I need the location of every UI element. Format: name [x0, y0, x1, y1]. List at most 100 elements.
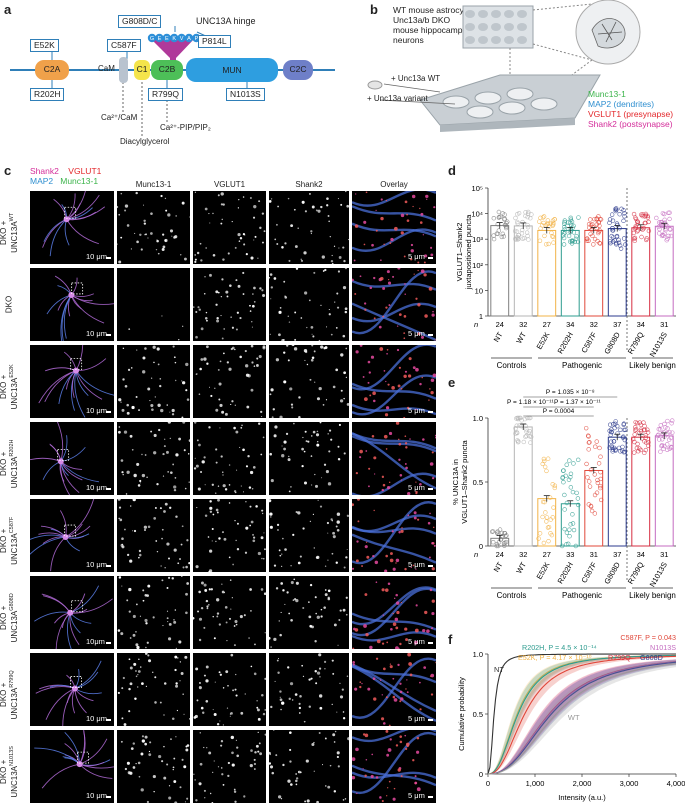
micrograph-r5-c0: 10μm: [30, 576, 114, 649]
point-WT: [515, 235, 521, 240]
ligand-dag: Diacylglycerol: [120, 137, 170, 146]
point-C587F: [588, 217, 593, 222]
point-N1013S: [665, 418, 670, 424]
point-N1013S: [657, 437, 662, 442]
point-NT: [505, 219, 510, 224]
point-E52K: [541, 214, 547, 219]
point-NT: [502, 540, 508, 546]
point-WT: [527, 428, 532, 434]
point-G808D: [607, 428, 612, 434]
category-WT: WT: [514, 330, 528, 345]
f-legend-5: G808D: [640, 653, 663, 662]
point-R799Q: [646, 219, 651, 225]
point-C587F: [588, 503, 594, 509]
category-R799Q: R799Q: [626, 560, 646, 585]
point-WT: [527, 433, 532, 439]
point-R799Q: [635, 221, 641, 226]
f-legend-1: R202H, P = 4.5 × 10⁻¹⁴: [522, 643, 597, 652]
point-C587F: [584, 461, 589, 467]
point-G808D: [607, 217, 613, 222]
micrograph-r2-c4: 5 μm: [352, 345, 436, 418]
point-C587F: [586, 447, 591, 452]
f-legend-4: R799Q: [608, 653, 631, 662]
point-R202H: [568, 474, 573, 480]
scale-bar: [428, 411, 433, 413]
row-label-sub: UNC13A: [9, 610, 19, 642]
ligand-ca-pip: Ca²⁺-PIP/PIP₂: [160, 123, 211, 132]
panel-b-label: b: [370, 2, 378, 17]
point-N1013S: [661, 233, 666, 238]
point-R799Q: [637, 446, 642, 451]
mutation-g808dc: G808D/C: [118, 15, 162, 28]
row-label-sub: UNC13A: [9, 456, 19, 488]
point-G808D: [622, 437, 628, 443]
point-G808D: [609, 212, 615, 217]
n-value-R202H: 34: [566, 320, 574, 329]
point-R202H: [564, 542, 569, 547]
micrograph-r7-c4: 5 μm: [352, 730, 436, 803]
f-x-tick: 4,000: [667, 779, 685, 788]
hinge-letter-6: P: [195, 36, 199, 42]
row-label-2: DKO + UNC13AE52K: [0, 351, 19, 421]
point-R799Q: [640, 213, 645, 219]
point-R202H: [571, 527, 577, 533]
row-label-main: DKO +: [0, 451, 9, 476]
point-C587F: [587, 484, 593, 489]
point-G808D: [609, 445, 615, 450]
bar-R799Q: [631, 436, 651, 547]
group-label: Controls: [497, 591, 527, 600]
point-C587F: [589, 508, 595, 514]
panel-c-label: c: [4, 163, 12, 178]
bar-N1013S: [654, 435, 674, 547]
point-R799Q: [645, 213, 650, 219]
curve-N1013S: [488, 661, 677, 775]
scale-bar: [428, 642, 433, 644]
point-G808D: [614, 206, 619, 211]
micrograph-r7-c2: [193, 730, 266, 803]
bar-NT: [490, 225, 510, 317]
point-E52K: [542, 464, 548, 470]
curve-WT: [488, 663, 677, 775]
point-R202H: [575, 239, 581, 245]
micrograph-r0-c3: [269, 191, 349, 264]
point-R799Q: [642, 214, 647, 219]
point-R202H: [567, 220, 573, 225]
point-WT: [525, 233, 530, 239]
domain-c1-label: C1: [136, 64, 148, 74]
scale-bar: [428, 257, 433, 259]
point-R202H: [568, 471, 574, 477]
point-N1013S: [670, 418, 675, 423]
point-WT: [519, 227, 525, 233]
panel-b-text: WT mouse astrocytes Unc13a/b DKO mouse h…: [393, 5, 475, 45]
point-R202H: [561, 468, 566, 473]
point-R202H: [567, 534, 572, 539]
row-label-main: DKO +: [0, 374, 9, 399]
row-label-main: DKO +: [0, 220, 9, 245]
domain-c2c: [283, 60, 313, 80]
n-label: n: [474, 320, 478, 329]
y-axis-label: VGLUT1–Shank2juxtapositioned puncta: [455, 214, 473, 290]
point-G808D: [621, 208, 626, 213]
f-legend-3: E52K, P = 4.17 × 10⁻¹⁰: [518, 653, 592, 662]
hinge-stem: [150, 38, 195, 70]
point-G808D: [607, 445, 612, 450]
point-N1013S: [667, 226, 673, 232]
point-R799Q: [636, 449, 641, 454]
point-E52K: [549, 532, 555, 538]
scale-bar: [106, 565, 111, 567]
y-tick-label: 1.0: [473, 414, 483, 423]
point-E52K: [549, 230, 554, 236]
micrograph-r7-c0: 10 μm: [30, 730, 114, 803]
ligand-ca-cam: Ca²⁺/CaM: [101, 113, 138, 122]
point-N1013S: [660, 431, 665, 436]
micrograph-r5-c2: [193, 576, 266, 649]
point-NT: [489, 529, 495, 535]
point-C587F: [597, 223, 602, 228]
f-y-tick: 0: [479, 770, 483, 779]
point-WT: [514, 423, 519, 428]
point-C587F: [596, 229, 602, 234]
row-label-sup: R202H: [9, 438, 16, 457]
point-E52K: [550, 515, 555, 520]
point-C587F: [586, 440, 592, 445]
n-value-WT: 32: [519, 320, 527, 329]
